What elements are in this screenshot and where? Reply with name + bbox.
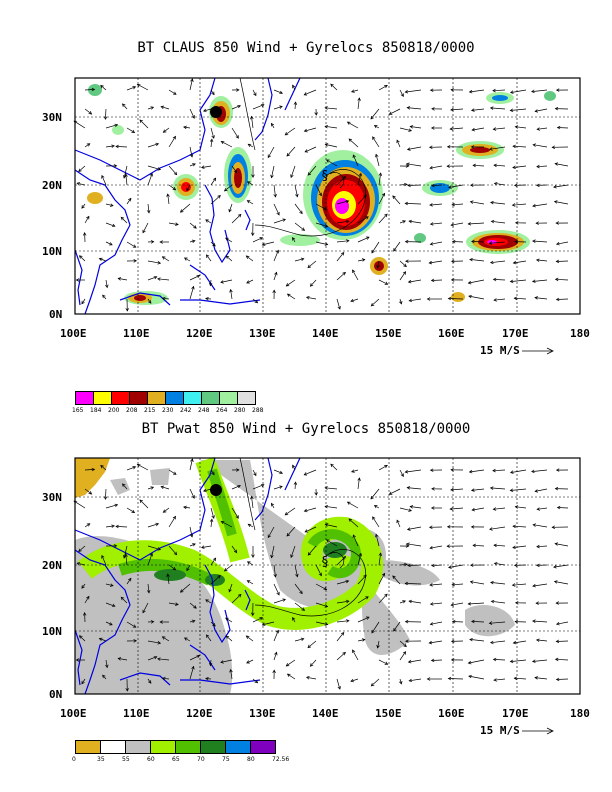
colorbar-label: 165 xyxy=(72,407,84,414)
panel1-streamlines xyxy=(239,77,366,237)
panel2-lon-tick: 180 xyxy=(570,707,590,720)
colorbar-swatch xyxy=(225,740,251,754)
panel1-lon-tick: 170E xyxy=(502,327,529,340)
colorbar-label: 72.56 xyxy=(272,756,290,763)
panel1-lat-tick: 20N xyxy=(42,179,62,192)
panel2-lat-tick: 30N xyxy=(42,491,62,504)
panel1-grid xyxy=(75,78,580,314)
panel1-lon-tick: 130E xyxy=(249,327,276,340)
colorbar-label: 248 xyxy=(198,407,210,414)
panel1-lon-tick: 100E xyxy=(60,327,87,340)
panel2-lat-ticks: 30N 20N 10N 0N xyxy=(42,491,62,701)
panel1-colorbar xyxy=(75,391,256,405)
colorbar-swatch xyxy=(147,391,166,405)
panel2-gyre-marker-2: § xyxy=(321,555,329,570)
panel1-lat-tick: 0N xyxy=(49,308,62,321)
panel2-lat-tick: 0N xyxy=(49,688,62,701)
colorbar-label: 215 xyxy=(144,407,156,414)
panel1-lon-tick: 160E xyxy=(438,327,465,340)
panel2-lon-tick: 160E xyxy=(438,707,465,720)
colorbar-label: 35 xyxy=(97,756,105,763)
panel2-lon-tick: 140E xyxy=(312,707,339,720)
panel2-lon-ticks: 100E 110E 120E 130E 140E 150E 160E 170E … xyxy=(60,707,590,720)
colorbar-label: 80 xyxy=(247,756,255,763)
panel2-map: § xyxy=(73,456,581,695)
colorbar-swatch xyxy=(201,391,220,405)
panel2-scale-arrow xyxy=(522,727,554,735)
panel2-lon-tick: 130E xyxy=(249,707,276,720)
colorbar-label: 230 xyxy=(162,407,174,414)
panel1-lon-tick: 180 xyxy=(570,327,590,340)
colorbar-label: 242 xyxy=(180,407,192,414)
panel1-scale-arrow xyxy=(522,347,554,355)
panel2-streamlines xyxy=(239,457,366,617)
panel1-cloud-shading xyxy=(87,84,556,305)
colorbar-swatch xyxy=(200,740,226,754)
colorbar-label: 0 xyxy=(72,756,76,763)
panel1-lat-tick: 30N xyxy=(42,111,62,124)
panel1-wind-vectors xyxy=(73,78,569,312)
colorbar-swatch xyxy=(129,391,148,405)
panel2-coastlines xyxy=(74,457,301,695)
colorbar-label: 288 xyxy=(252,407,264,414)
panel2-lon-tick: 110E xyxy=(123,707,150,720)
panel1-map: § xyxy=(73,77,581,315)
panel2-lon-tick: 120E xyxy=(186,707,213,720)
colorbar-swatch xyxy=(175,740,201,754)
colorbar-label: 184 xyxy=(90,407,102,414)
colorbar-swatch xyxy=(75,740,101,754)
colorbar-swatch xyxy=(125,740,151,754)
colorbar-label: 200 xyxy=(108,407,120,414)
colorbar-swatch xyxy=(75,391,94,405)
colorbar-label: 75 xyxy=(222,756,230,763)
colorbar-swatch xyxy=(93,391,112,405)
colorbar-label: 264 xyxy=(216,407,228,414)
colorbar-label: 55 xyxy=(122,756,130,763)
panel1-scale-label: 15 M/S xyxy=(480,344,520,357)
colorbar-swatch xyxy=(219,391,238,405)
colorbar-label: 70 xyxy=(197,756,205,763)
panel1-gyre-marker-2: § xyxy=(321,169,329,184)
colorbar-swatch xyxy=(100,740,126,754)
colorbar-swatch xyxy=(237,391,256,405)
panel2-grid xyxy=(75,458,580,694)
colorbar-label: 60 xyxy=(147,756,155,763)
panel1-lon-tick: 120E xyxy=(186,327,213,340)
panel2-title: BT Pwat 850 Wind + Gyrelocs 850818/0000 xyxy=(141,421,471,437)
colorbar-label: 280 xyxy=(234,407,246,414)
colorbar-swatch xyxy=(183,391,202,405)
panel2-colorbar xyxy=(75,740,276,754)
panel2-lon-tick: 100E xyxy=(60,707,87,720)
panel1-title: BT CLAUS 850 Wind + Gyrelocs 850818/0000 xyxy=(137,40,475,56)
colorbar-label: 65 xyxy=(172,756,180,763)
colorbar-swatch xyxy=(111,391,130,405)
colorbar-swatch xyxy=(150,740,176,754)
panel1-lat-tick: 10N xyxy=(42,245,62,258)
panel2-lon-tick: 150E xyxy=(375,707,402,720)
panel1-lon-tick: 140E xyxy=(312,327,339,340)
panel1-lon-tick: 110E xyxy=(123,327,150,340)
panel1-lon-ticks: 100E 110E 120E 130E 140E 150E 160E 170E … xyxy=(60,327,590,340)
panel1-gyre-marker-1 xyxy=(210,106,222,118)
panel1-lat-ticks: 30N 20N 10N 0N xyxy=(42,111,62,321)
panel2-scale-label: 15 M/S xyxy=(480,724,520,737)
panel2-lon-tick: 170E xyxy=(502,707,529,720)
panel2-pwat-shading xyxy=(75,456,515,694)
panel1-lon-tick: 150E xyxy=(375,327,402,340)
panel2-lat-tick: 20N xyxy=(42,559,62,572)
colorbar-swatch xyxy=(250,740,276,754)
panel2-lat-tick: 10N xyxy=(42,625,62,638)
panel2-gyre-marker-1 xyxy=(210,484,222,496)
panel2-wind-vectors xyxy=(73,458,569,692)
colorbar-swatch xyxy=(165,391,184,405)
colorbar-label: 208 xyxy=(126,407,138,414)
